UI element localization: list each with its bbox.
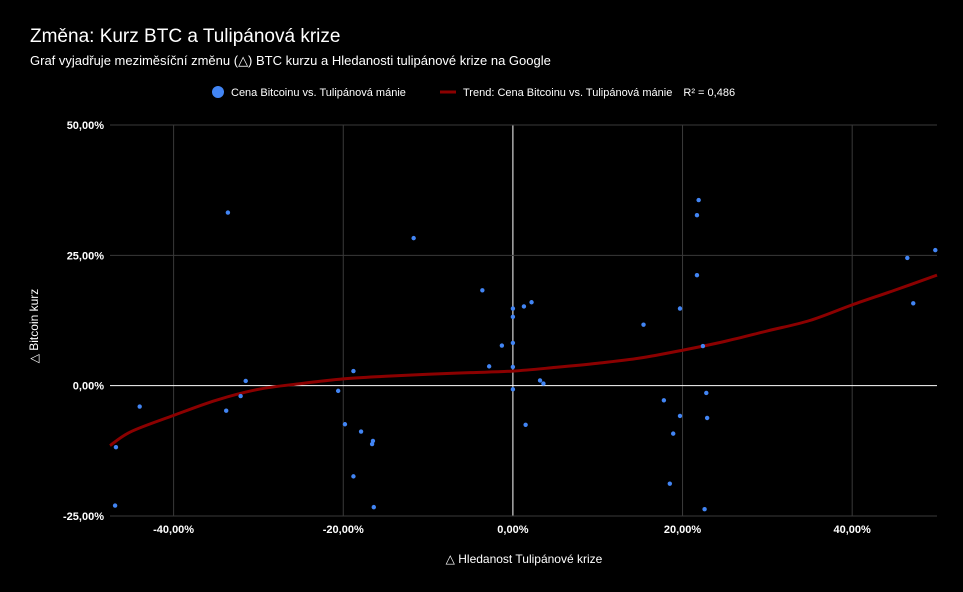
data-point	[537, 378, 543, 383]
x-tick-label: -20,00%	[323, 524, 364, 536]
data-point	[641, 322, 646, 327]
y-tick-label: 0,00%	[73, 381, 104, 393]
data-point	[342, 422, 348, 427]
legend-label-series: Cena Bitcoinu vs. Tulipánová mánie	[231, 87, 406, 99]
y-axis-title: △ Bitcoin kurz	[27, 289, 41, 364]
data-point	[510, 364, 516, 370]
data-point	[696, 197, 701, 203]
x-tick-label: -40,00%	[153, 524, 194, 536]
data-point	[411, 235, 416, 241]
legend-r-squared: R² = 0,486	[683, 87, 735, 99]
x-axis-title: △ Hledanost Tulipánové krize	[446, 552, 603, 566]
data-point	[370, 438, 376, 444]
data-point	[137, 404, 142, 409]
data-point	[702, 507, 707, 512]
trend-line	[109, 273, 938, 447]
data-point	[510, 387, 516, 392]
data-point	[700, 343, 706, 349]
data-point	[510, 340, 516, 346]
data-point	[238, 393, 243, 399]
data-point	[371, 504, 376, 510]
data-point	[225, 210, 231, 215]
data-point	[112, 503, 118, 508]
data-point	[671, 431, 676, 436]
chart-subtitle: Graf vyjadřuje meziměsíční změnu (△) BTC…	[30, 53, 551, 68]
data-points	[112, 197, 938, 512]
data-point	[243, 378, 248, 384]
data-point	[704, 415, 710, 421]
data-point	[694, 272, 700, 278]
data-point	[704, 390, 709, 396]
gridlines	[110, 124, 937, 517]
data-point	[224, 408, 229, 413]
data-point	[667, 481, 673, 486]
data-point	[335, 388, 341, 394]
data-point	[113, 444, 119, 450]
legend: Cena Bitcoinu vs. Tulipánová mánie Trend…	[212, 86, 735, 99]
data-point	[499, 343, 505, 348]
data-point	[661, 398, 667, 403]
legend-label-trend: Trend: Cena Bitcoinu vs. Tulipánová máni…	[463, 87, 735, 99]
data-point	[480, 288, 485, 293]
data-point	[933, 247, 938, 253]
chart-title: Změna: Kurz BTC a Tulipánová krize	[30, 26, 341, 47]
y-tick-label: 50,00%	[67, 120, 105, 132]
y-tick-label: 25,00%	[67, 250, 105, 262]
x-tick-label: 40,00%	[834, 524, 872, 536]
data-point	[677, 306, 683, 311]
data-point	[523, 422, 528, 427]
data-point	[905, 255, 910, 261]
data-point	[521, 304, 527, 309]
data-point	[510, 314, 516, 320]
legend-marker-series	[212, 86, 224, 98]
data-point	[541, 381, 546, 386]
data-point	[351, 368, 356, 374]
data-point	[358, 429, 364, 434]
data-point	[351, 474, 356, 479]
data-point	[529, 300, 534, 305]
y-tick-label: -25,00%	[63, 511, 104, 523]
x-tick-label: 20,00%	[664, 524, 702, 536]
data-point	[486, 364, 492, 369]
data-point	[911, 301, 916, 306]
data-point	[677, 413, 683, 419]
x-tick-label: 0,00%	[497, 524, 528, 536]
tick-labels: -40,00% -20,00% 0,00% 20,00% 40,00% -25,00% 0,…	[63, 120, 871, 536]
data-point	[694, 212, 700, 218]
legend-trend-name: Trend: Cena Bitcoinu vs. Tulipánová máni…	[463, 87, 672, 99]
data-point	[510, 306, 516, 311]
